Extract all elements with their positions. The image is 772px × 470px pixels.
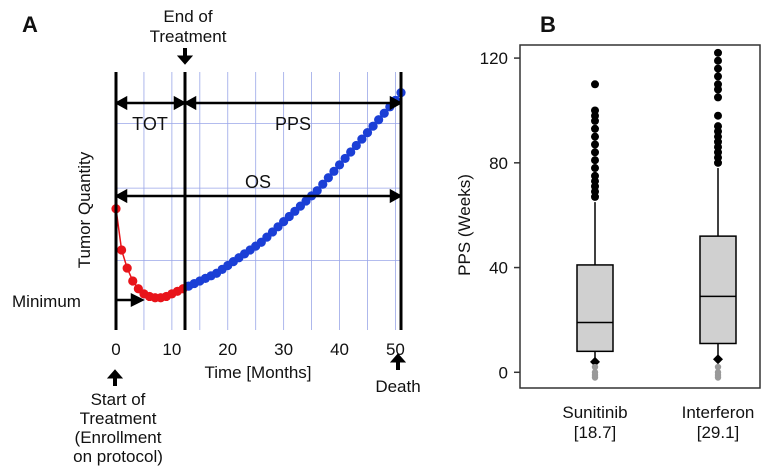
- outlier-point-low: [591, 363, 599, 371]
- panel-a-x-ticks: 0 10 20 30 40 50: [111, 340, 405, 359]
- annotation-line: End of: [163, 7, 212, 26]
- outlier-point: [591, 124, 599, 133]
- data-point: [334, 160, 345, 170]
- data-point: [329, 166, 339, 176]
- outlier-point: [591, 148, 599, 157]
- annotation-line: (Enrollment: [75, 428, 162, 447]
- whisker-low-marker: [590, 356, 600, 367]
- annotation-line: on protocol): [73, 447, 163, 466]
- start-of-treatment-pointer-head: [106, 369, 124, 379]
- outlier-point-low: [714, 363, 722, 371]
- category-label-line: [29.1]: [697, 423, 740, 442]
- data-point: [340, 153, 350, 164]
- panel-label-b: B: [540, 12, 556, 37]
- box: [699, 235, 737, 345]
- outlier-point: [591, 80, 599, 89]
- category-label-line: Sunitinib: [562, 403, 627, 422]
- end-of-treatment-pointer-head: [176, 55, 194, 65]
- tot-arrowhead-left: [114, 95, 128, 111]
- outlier-point: [714, 72, 722, 81]
- x-tick-label: 40: [330, 340, 349, 359]
- data-point: [362, 128, 373, 138]
- data-point: [323, 173, 333, 183]
- outlier-point: [591, 140, 599, 149]
- y-tick-label: 120: [480, 49, 508, 68]
- x-tick-label: 10: [162, 340, 181, 359]
- y-tick-label: 0: [499, 363, 508, 382]
- panel-b-x-labels: Sunitinib [18.7] Interferon [29.1]: [562, 403, 754, 442]
- outlier-point-low: [714, 374, 722, 381]
- death-pointer-head: [389, 353, 407, 363]
- os-arrowhead-left: [114, 188, 128, 204]
- outlier-point: [591, 156, 599, 165]
- tot-arrowhead-right: [173, 95, 187, 111]
- annotation-line: Treatment: [150, 27, 227, 46]
- outlier-point: [591, 132, 599, 141]
- outlier-point: [714, 48, 722, 57]
- panel-b-chart: 0 40 80 120 Sunitinib [18.7] Interferon [29.1]…: [455, 44, 761, 442]
- outlier-point: [714, 122, 722, 131]
- panel-b-plot-frame: [519, 44, 761, 389]
- panel-b-y-axis-title: PPS (Weeks): [455, 174, 474, 276]
- outlier-point: [714, 56, 722, 65]
- end-of-treatment-label: End of Treatment: [150, 7, 227, 46]
- annotation-line: Start of: [91, 390, 146, 409]
- panel-a-x-axis-title: Time [Months]: [204, 363, 311, 382]
- outlier-point: [591, 171, 599, 180]
- data-point: [312, 186, 322, 196]
- outlier-point: [714, 93, 722, 102]
- panel-label-a: A: [22, 12, 38, 37]
- y-tick-label: 80: [489, 154, 508, 173]
- start-of-treatment-label: Start of Treatment (Enrollment on protocol): [73, 390, 163, 466]
- pps-arrowhead-right: [389, 95, 403, 111]
- minimum-label: Minimum: [12, 292, 81, 311]
- data-point: [368, 121, 378, 131]
- pps-arrowhead-left: [183, 95, 197, 111]
- os-label: OS: [245, 172, 271, 192]
- panel-a-y-axis-title: Tumor Quantity: [75, 151, 94, 268]
- x-tick-label: 0: [111, 340, 120, 359]
- category-label: Sunitinib [18.7]: [562, 403, 627, 442]
- panel-b-y-ticks: 0 40 80 120: [480, 49, 520, 382]
- series-line: [115, 208, 184, 299]
- panel-b-boxes: [576, 48, 737, 381]
- x-tick-label: 50: [386, 340, 405, 359]
- box: [576, 264, 614, 353]
- data-point: [357, 134, 367, 144]
- whisker-low-marker: [713, 354, 723, 365]
- death-label: Death: [375, 377, 420, 396]
- data-point: [351, 140, 361, 151]
- data-point: [379, 108, 389, 118]
- outlier-point: [714, 80, 722, 89]
- data-point: [128, 276, 138, 286]
- outlier-point: [714, 64, 722, 73]
- pps-label: PPS: [275, 114, 311, 134]
- outlier-point-low: [591, 374, 599, 381]
- x-tick-label: 30: [274, 340, 293, 359]
- data-point: [122, 263, 132, 273]
- category-label-line: Interferon: [682, 403, 755, 422]
- outlier-point: [591, 164, 599, 173]
- x-tick-label: 20: [218, 340, 237, 359]
- data-point: [374, 115, 384, 125]
- annotation-line: Treatment: [80, 409, 157, 428]
- outlier-point: [714, 111, 722, 120]
- category-label-line: [18.7]: [574, 423, 617, 442]
- category-label: Interferon [29.1]: [682, 403, 755, 442]
- tot-label: TOT: [132, 114, 168, 134]
- y-tick-label: 40: [489, 259, 508, 278]
- outlier-point: [591, 106, 599, 115]
- data-point: [116, 245, 127, 255]
- minimum-arrowhead: [130, 292, 145, 308]
- data-point: [346, 147, 356, 157]
- panel-a-grid: [116, 72, 401, 330]
- data-point: [318, 179, 328, 189]
- panel-a-chart: 0 10 20 30 40 50 TOT PPS O: [12, 7, 421, 466]
- os-arrowhead-right: [389, 188, 403, 204]
